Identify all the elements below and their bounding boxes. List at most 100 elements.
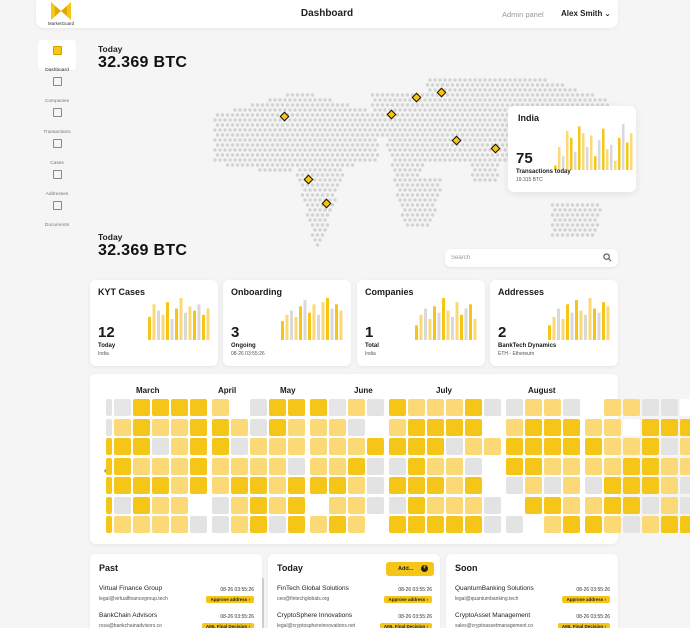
calendar-day-cell[interactable] [506,399,523,416]
calendar-day-cell[interactable] [190,516,207,533]
sidebar-item-transactions[interactable]: Transactions [38,102,76,135]
calendar-day-cell[interactable] [348,438,365,455]
calendar-day-cell[interactable] [642,477,659,494]
calendar-day-cell[interactable] [446,496,463,514]
calendar-day-cell[interactable] [348,457,365,475]
calendar-day-cell[interactable] [680,418,690,436]
calendar-day-cell[interactable] [152,438,169,455]
calendar-day-cell[interactable] [642,496,659,514]
calendar-day-cell[interactable] [250,496,267,514]
calendar-day-cell[interactable] [389,477,406,494]
calendar-day-cell[interactable] [465,516,482,533]
list-item[interactable]: FinTech Global Solutions ceo@fintechgloba… [277,585,432,609]
calendar-day-cell[interactable] [525,496,542,514]
stat-card-addresses[interactable]: Addresses 2 BankTech Dynamics ETH - Ethereu… [490,280,618,366]
calendar-day-cell[interactable] [231,477,248,494]
calendar-day-cell[interactable] [250,457,267,475]
calendar-day-cell[interactable] [408,477,425,494]
calendar-day-cell[interactable] [408,516,425,533]
calendar-day-cell[interactable] [661,516,678,533]
calendar-day-cell[interactable] [623,418,640,436]
calendar-day-cell[interactable] [171,418,188,436]
calendar-day-cell[interactable] [506,496,523,514]
calendar-day-cell[interactable] [506,418,523,436]
calendar-day-cell[interactable] [465,399,482,416]
calendar-day-cell[interactable] [212,457,229,475]
calendar-day-cell[interactable] [604,516,621,533]
calendar-day-cell[interactable] [604,418,621,436]
calendar-day-cell[interactable] [190,496,207,514]
calendar-day-cell[interactable] [288,496,305,514]
calendar-day-cell[interactable] [544,457,561,475]
sidebar-item-cases[interactable]: Cases [38,133,76,166]
calendar-day-cell[interactable] [329,477,346,494]
calendar-day-cell[interactable] [329,418,346,436]
calendar-day-cell[interactable] [465,438,482,455]
action-badge[interactable]: AML Final Decision › [379,623,432,628]
calendar-day-cell[interactable] [114,496,131,514]
calendar-day-cell[interactable] [133,477,150,494]
calendar-day-cell[interactable] [427,438,444,455]
calendar-day-cell[interactable] [106,399,112,416]
calendar-day-cell[interactable] [231,496,248,514]
list-item[interactable]: Virtual Finance Group legal@virtualfinanc… [99,585,254,609]
calendar-day-cell[interactable] [310,399,327,416]
calendar-day-cell[interactable] [250,516,267,533]
calendar-day-cell[interactable] [585,457,602,475]
calendar-day-cell[interactable] [623,477,640,494]
calendar-day-cell[interactable] [408,457,425,475]
calendar-day-cell[interactable] [171,477,188,494]
calendar-day-cell[interactable] [661,418,678,436]
calendar-day-cell[interactable] [389,399,406,416]
calendar-day-cell[interactable] [114,399,131,416]
calendar-day-cell[interactable] [623,457,640,475]
calendar-day-cell[interactable] [114,477,131,494]
calendar-day-cell[interactable] [190,438,207,455]
calendar-day-cell[interactable] [133,457,150,475]
calendar-day-cell[interactable] [427,418,444,436]
calendar-day-cell[interactable] [106,418,112,436]
calendar-day-cell[interactable] [133,496,150,514]
calendar-day-cell[interactable] [231,457,248,475]
calendar-day-cell[interactable] [329,399,346,416]
calendar-day-cell[interactable] [106,438,112,455]
calendar-day-cell[interactable] [389,496,406,514]
calendar-day-cell[interactable] [367,418,384,436]
calendar-day-cell[interactable] [310,477,327,494]
calendar-day-cell[interactable] [642,418,659,436]
calendar-day-cell[interactable] [563,438,580,455]
calendar-day-cell[interactable] [680,477,690,494]
calendar-day-cell[interactable] [465,457,482,475]
calendar-day-cell[interactable] [585,516,602,533]
calendar-day-cell[interactable] [585,418,602,436]
calendar-day-cell[interactable] [484,399,501,416]
calendar-day-cell[interactable] [310,418,327,436]
calendar-day-cell[interactable] [465,477,482,494]
list-item[interactable]: CryptoAsset Management sales@cryptoassetm… [455,612,610,628]
calendar-day-cell[interactable] [367,496,384,514]
admin-panel-link[interactable]: Admin panel [502,10,544,19]
calendar-day-cell[interactable] [288,399,305,416]
app-logo[interactable]: MarketGuard [44,2,78,26]
calendar-day-cell[interactable] [190,477,207,494]
calendar-day-cell[interactable] [563,457,580,475]
calendar-day-cell[interactable] [106,516,112,533]
calendar-day-cell[interactable] [525,457,542,475]
calendar-day-cell[interactable] [585,438,602,455]
calendar-day-cell[interactable] [680,516,690,533]
calendar-day-cell[interactable] [604,438,621,455]
calendar-day-cell[interactable] [231,399,248,416]
calendar-day-cell[interactable] [484,496,501,514]
calendar-day-cell[interactable] [544,516,561,533]
calendar-day-cell[interactable] [231,418,248,436]
sidebar-item-dashboard[interactable]: Dashboard [38,40,76,73]
calendar-day-cell[interactable] [506,516,523,533]
calendar-day-cell[interactable] [623,496,640,514]
calendar-day-cell[interactable] [604,399,621,416]
calendar-day-cell[interactable] [367,516,384,533]
calendar-day-cell[interactable] [484,516,501,533]
calendar-day-cell[interactable] [408,438,425,455]
calendar-day-cell[interactable] [563,516,580,533]
action-badge[interactable]: Approve address › [384,596,432,603]
calendar-day-cell[interactable] [623,399,640,416]
